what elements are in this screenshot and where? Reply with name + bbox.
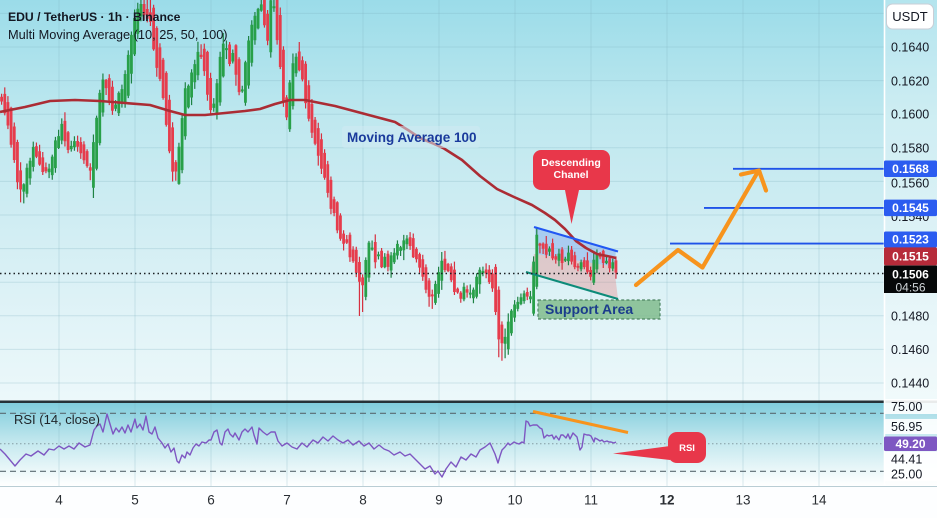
svg-text:10: 10 <box>507 493 522 508</box>
svg-text:04:56: 04:56 <box>895 281 925 295</box>
svg-text:RSI (14, close): RSI (14, close) <box>14 412 100 427</box>
svg-text:6: 6 <box>207 493 215 508</box>
svg-text:Support Area: Support Area <box>545 301 633 317</box>
svg-text:Descending: Descending <box>541 157 601 169</box>
svg-text:4: 4 <box>55 493 63 508</box>
svg-text:EDU / TetherUS · 1h · Binance: EDU / TetherUS · 1h · Binance <box>8 10 181 24</box>
svg-text:0.1460: 0.1460 <box>891 343 929 357</box>
svg-text:11: 11 <box>584 493 598 508</box>
svg-text:49.20: 49.20 <box>895 437 925 451</box>
svg-text:12: 12 <box>659 493 674 508</box>
svg-text:0.1480: 0.1480 <box>891 309 929 323</box>
svg-text:0.1440: 0.1440 <box>891 377 929 391</box>
svg-text:Moving Average 100: Moving Average 100 <box>347 130 477 145</box>
svg-text:44.41: 44.41 <box>891 453 922 467</box>
svg-text:0.1545: 0.1545 <box>892 201 929 215</box>
svg-text:0.1560: 0.1560 <box>891 177 929 191</box>
svg-text:0.1640: 0.1640 <box>891 41 929 55</box>
svg-text:56.95: 56.95 <box>891 420 922 434</box>
svg-text:8: 8 <box>359 493 367 508</box>
svg-text:RSI: RSI <box>679 443 695 454</box>
svg-text:0.1515: 0.1515 <box>892 250 929 264</box>
svg-text:7: 7 <box>283 493 291 508</box>
svg-text:13: 13 <box>735 493 750 508</box>
svg-text:0.1523: 0.1523 <box>892 233 929 247</box>
svg-text:9: 9 <box>435 493 443 508</box>
svg-text:14: 14 <box>811 493 827 508</box>
svg-text:Chanel: Chanel <box>553 169 588 181</box>
svg-text:5: 5 <box>131 493 139 508</box>
svg-text:75.00: 75.00 <box>891 400 922 414</box>
svg-text:0.1506: 0.1506 <box>892 267 929 281</box>
svg-text:USDT: USDT <box>892 9 927 24</box>
svg-text:0.1620: 0.1620 <box>891 75 929 89</box>
svg-text:Multi Moving Average (10, 25,: Multi Moving Average (10, 25, 50, 100) <box>8 27 228 42</box>
svg-text:0.1600: 0.1600 <box>891 108 929 122</box>
svg-text:25.00: 25.00 <box>891 468 922 482</box>
svg-text:0.1580: 0.1580 <box>891 141 929 155</box>
svg-text:0.1568: 0.1568 <box>892 162 929 176</box>
